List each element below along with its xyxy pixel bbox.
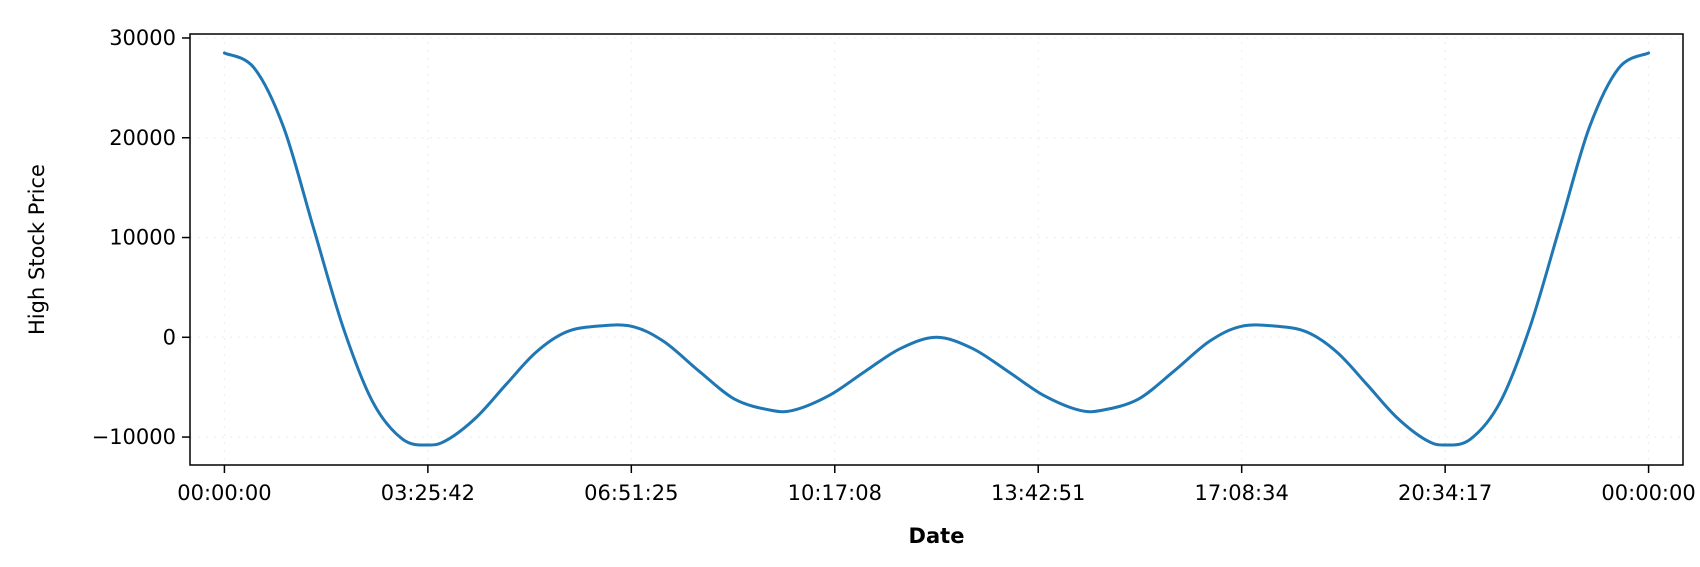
y-axis-label: High Stock Price xyxy=(25,164,49,335)
y-tick-label: −10000 xyxy=(92,425,176,449)
x-tick-label: 03:25:42 xyxy=(381,481,475,505)
y-tick-label: 30000 xyxy=(109,26,176,50)
x-tick-label: 20:34:17 xyxy=(1398,481,1492,505)
y-tick-label: 0 xyxy=(163,325,176,349)
grid-lines xyxy=(190,34,1683,465)
x-tick-label: 13:42:51 xyxy=(991,481,1085,505)
axis-ticks: −10000 0 10000 20000 30000 00:00:00 03:25:42 06… xyxy=(92,26,1696,505)
x-tick-label: 17:08:34 xyxy=(1195,481,1289,505)
series-line-high-stock-price xyxy=(222,51,1651,447)
x-tick-label: 10:17:08 xyxy=(788,481,882,505)
x-tick-label: 06:51:25 xyxy=(584,481,678,505)
y-tick-label: 10000 xyxy=(109,226,176,250)
x-tick-label: 00:00:00 xyxy=(177,481,271,505)
plot-frame xyxy=(189,33,1684,466)
y-tick-label: 20000 xyxy=(109,126,176,150)
x-tick-label: 00:00:00 xyxy=(1601,481,1695,505)
x-axis-label: Date xyxy=(909,524,965,548)
